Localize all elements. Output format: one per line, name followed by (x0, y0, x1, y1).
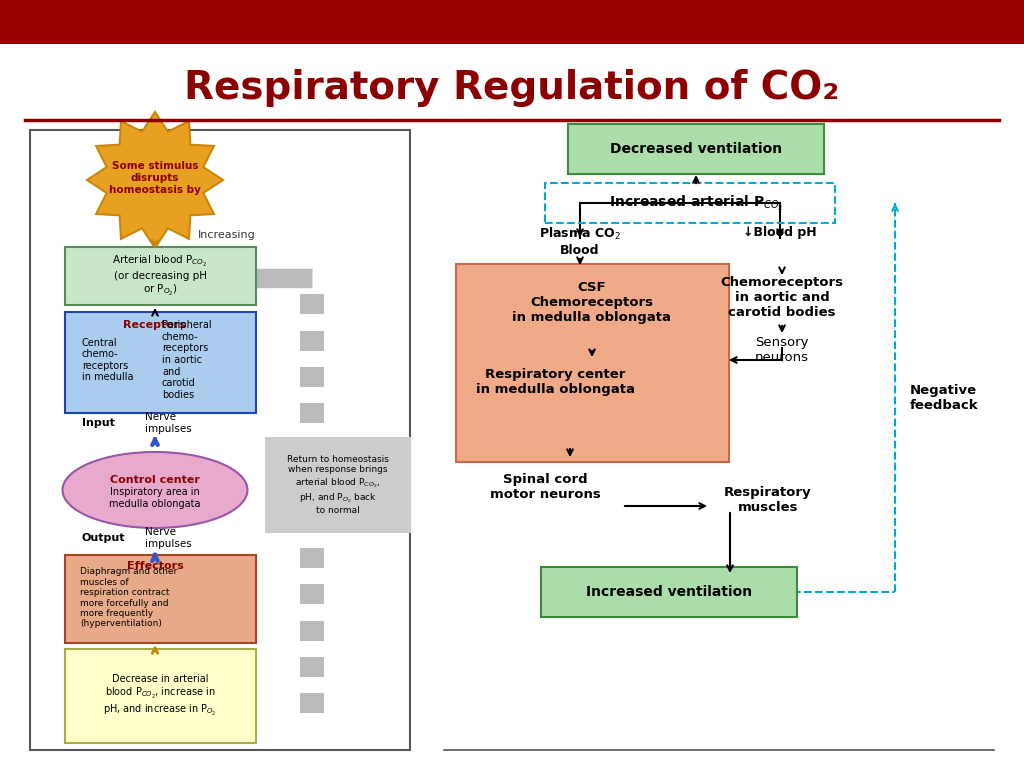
Text: Input: Input (82, 418, 115, 428)
Ellipse shape (62, 452, 248, 528)
FancyBboxPatch shape (65, 312, 256, 413)
FancyBboxPatch shape (65, 247, 256, 305)
Text: Decreased ventilation: Decreased ventilation (610, 142, 782, 156)
Text: Nerve
impulses: Nerve impulses (145, 412, 191, 434)
Text: Decrease in arterial
blood P$_{CO_2}$, increase in
pH, and increase in P$_{O_2}$: Decrease in arterial blood P$_{CO_2}$, i… (103, 674, 217, 718)
FancyBboxPatch shape (265, 437, 411, 533)
Text: Chemoreceptors
in aortic and
carotid bodies: Chemoreceptors in aortic and carotid bod… (721, 276, 844, 319)
FancyBboxPatch shape (65, 649, 256, 743)
Bar (300, 367, 324, 387)
Bar (300, 621, 324, 641)
Text: Arterial blood P$_{CO_2}$
(or decreasing pH
or P$_{O_2}$): Arterial blood P$_{CO_2}$ (or decreasing… (113, 254, 208, 298)
Text: Effectors: Effectors (127, 561, 183, 571)
FancyBboxPatch shape (541, 567, 797, 617)
Bar (0, 0, 1024, 44)
Text: Respiratory Regulation of CO₂: Respiratory Regulation of CO₂ (184, 69, 840, 107)
Text: Increased arterial P$_{CO_2}$: Increased arterial P$_{CO_2}$ (609, 194, 783, 213)
Text: Return to homeostasis
when response brings
arterial blood P$_{CO_2}$,
pH, and P$: Return to homeostasis when response brin… (287, 455, 389, 515)
Text: Control center: Control center (110, 475, 200, 485)
Text: Output: Output (82, 533, 126, 543)
Text: Plasma CO$_2$
Blood: Plasma CO$_2$ Blood (540, 226, 621, 257)
Bar (300, 330, 324, 350)
Text: Increasing: Increasing (198, 230, 256, 240)
Text: Respiratory center
in medulla oblongata: Respiratory center in medulla oblongata (475, 368, 635, 396)
Bar (300, 584, 324, 604)
Bar (300, 657, 324, 677)
Text: Diaphragm and other
muscles of
respiration contract
more forcefully and
more fre: Diaphragm and other muscles of respirati… (80, 568, 177, 628)
FancyBboxPatch shape (456, 264, 729, 462)
Text: Some stimulus
disrupts
homeostasis by: Some stimulus disrupts homeostasis by (110, 161, 201, 194)
Bar (300, 693, 324, 713)
Text: Sensory
neurons: Sensory neurons (755, 336, 809, 364)
Text: Spinal cord
motor neurons: Spinal cord motor neurons (489, 473, 600, 501)
Bar (300, 403, 324, 423)
Text: Negative
feedback: Negative feedback (910, 384, 979, 412)
Text: Inspiratory area in
medulla oblongata: Inspiratory area in medulla oblongata (110, 487, 201, 509)
Text: ↓Blood pH: ↓Blood pH (743, 226, 817, 239)
Text: Increased ventilation: Increased ventilation (586, 585, 752, 599)
Bar (30, 130, 410, 750)
Bar (300, 548, 324, 568)
Bar (300, 475, 324, 495)
Polygon shape (87, 112, 223, 248)
FancyBboxPatch shape (568, 124, 824, 174)
Bar (300, 511, 324, 531)
Bar (300, 439, 324, 459)
Text: Peripheral
chemo-
receptors
in aortic
and
carotid
bodies: Peripheral chemo- receptors in aortic an… (162, 320, 212, 400)
Bar (300, 294, 324, 314)
Text: Receptors: Receptors (124, 320, 186, 330)
FancyBboxPatch shape (65, 555, 256, 643)
Text: Nerve
impulses: Nerve impulses (145, 527, 191, 549)
Text: CSF
Chemoreceptors
in medulla oblongata: CSF Chemoreceptors in medulla oblongata (512, 281, 672, 324)
Text: Central
chemo-
receptors
in medulla: Central chemo- receptors in medulla (82, 338, 133, 382)
Text: Respiratory
muscles: Respiratory muscles (724, 486, 812, 514)
